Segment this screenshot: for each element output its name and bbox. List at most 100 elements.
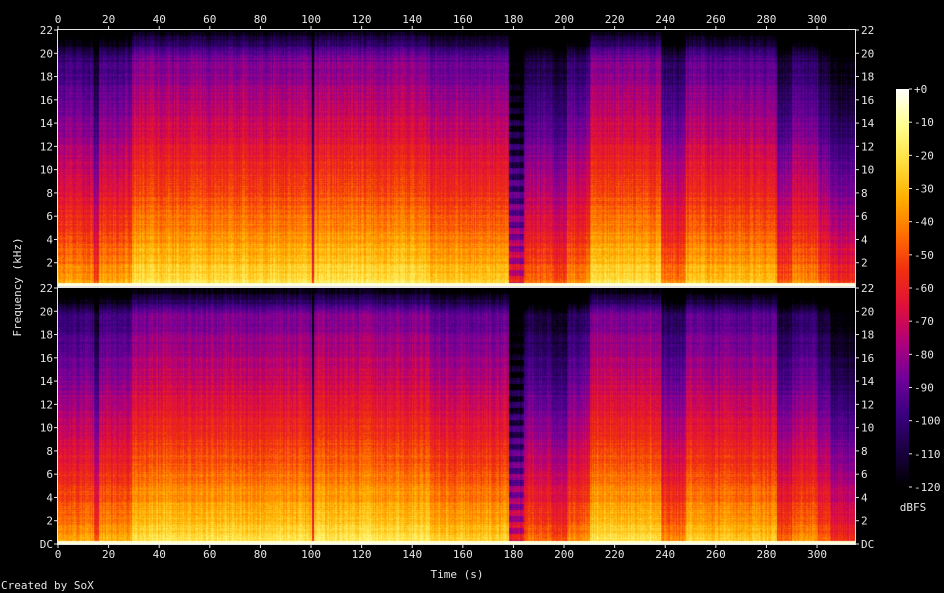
- y-tick-label-right: 10: [861, 164, 874, 177]
- axes: [57, 29, 856, 545]
- y-tick-label-left: 4: [46, 233, 53, 246]
- x-tick-label-bottom: 160: [453, 548, 473, 561]
- plot-frame-2: [57, 287, 856, 545]
- x-tick-label-bottom: 180: [503, 548, 523, 561]
- x-tick-label-bottom: 40: [153, 548, 166, 561]
- y-tick-label-left: 12: [40, 398, 53, 411]
- x-tick-label-bottom: 300: [807, 548, 827, 561]
- y-tick-label-left: 4: [46, 491, 53, 504]
- y-tick-label-right: 12: [861, 140, 874, 153]
- y-tick-label-right: 6: [861, 210, 868, 223]
- x-tick-label-bottom: 280: [757, 548, 777, 561]
- x-tick-label-bottom: 260: [706, 548, 726, 561]
- y-tick-label-left: 18: [40, 329, 53, 342]
- y-tick-label-right: 20: [861, 47, 874, 60]
- x-tick-label-top: 160: [453, 13, 473, 26]
- x-tick-label-top: 80: [254, 13, 267, 26]
- colorbar-tick-label: +0: [914, 83, 927, 96]
- y-tick-label-left: 14: [40, 117, 54, 130]
- plot-frame-1: [57, 29, 856, 287]
- y-tick-label-right: 14: [861, 375, 875, 388]
- y-tick-label-right: 14: [861, 117, 875, 130]
- y-tick-label-left: 20: [40, 305, 53, 318]
- x-ticks-top: 0 20 40 60 80 100 120 140 160 180 200 220 240 260 280 3…: [55, 13, 827, 30]
- colorbar-tick-label: -110: [914, 448, 941, 461]
- colorbar-tick-label: -60: [914, 282, 934, 295]
- colorbar-ticks: +0 -10 -20 -30 -40 -50 -60 -70 -80 -90 -100 -110 -12…: [909, 83, 941, 494]
- x-tick-label-bottom: 80: [254, 548, 267, 561]
- colorbar-tick-label: -10: [914, 116, 934, 129]
- x-tick-label-top: 60: [203, 13, 216, 26]
- y-tick-label-left: 14: [40, 375, 54, 388]
- y-tick-label-right: 22: [861, 24, 874, 37]
- y-tick-label-right: 12: [861, 398, 874, 411]
- y-tick-label-left: 22: [40, 24, 53, 37]
- x-tick-label-top: 300: [807, 13, 827, 26]
- x-tick-label-top: 20: [102, 13, 115, 26]
- y-tick-label-right: DC: [861, 538, 874, 551]
- x-tick-label-bottom: 100: [301, 548, 321, 561]
- y-tick-label-left: 6: [46, 468, 53, 481]
- y-tick-label-right: 6: [861, 468, 868, 481]
- y-tick-label-right: 20: [861, 305, 874, 318]
- y-tick-label-left: 10: [40, 422, 53, 435]
- y-tick-label-left: 16: [40, 94, 53, 107]
- x-tick-label-top: 280: [757, 13, 777, 26]
- y-tick-label-left: 16: [40, 352, 53, 365]
- x-tick-label-bottom: 240: [655, 548, 675, 561]
- y-tick-label-right: 8: [861, 445, 868, 458]
- x-tick-label-top: 260: [706, 13, 726, 26]
- colorbar-tick-label: -20: [914, 149, 934, 162]
- y-tick-label-left: 6: [46, 210, 53, 223]
- y-tick-label-right: 2: [861, 257, 868, 270]
- colorbar: [896, 89, 909, 487]
- spectrogram-channel-1: [58, 30, 855, 286]
- y-tick-label-right: 22: [861, 282, 874, 295]
- y-ticks-left: 2 4 6 8 10 12 14 16 18 20 22 DC 2 4 6 8 10 12 14 16 18 20 22: [40, 24, 58, 551]
- colorbar-tick-label: -120: [914, 481, 941, 494]
- x-tick-label-bottom: 120: [352, 548, 372, 561]
- x-tick-label-top: 200: [554, 13, 574, 26]
- y-tick-label-left: 8: [46, 187, 53, 200]
- y-tick-label-right: 16: [861, 94, 874, 107]
- y-tick-label-right: 10: [861, 422, 874, 435]
- y-tick-label-left: 20: [40, 47, 53, 60]
- x-tick-label-bottom: 60: [203, 548, 216, 561]
- y-tick-label-left: 2: [46, 515, 53, 528]
- y-tick-label-left: DC: [40, 538, 53, 551]
- colorbar-tick-label: -80: [914, 348, 934, 361]
- colorbar-label: dBFS: [900, 501, 927, 514]
- y-tick-label-left: 2: [46, 257, 53, 270]
- x-tick-label-top: 180: [503, 13, 523, 26]
- x-ticks-bottom: 0 20 40 60 80 100 120 140 160 180 200 220 240 260 280 3…: [55, 544, 827, 561]
- colorbar-tick-label: -90: [914, 382, 934, 395]
- x-tick-label-bottom: 200: [554, 548, 574, 561]
- x-tick-label-top: 100: [301, 13, 321, 26]
- x-tick-label-bottom: 20: [102, 548, 115, 561]
- footer-credit: Created by SoX: [1, 579, 94, 592]
- y-axis-label: Frequency (kHz): [11, 237, 24, 336]
- y-tick-label-right: 4: [861, 233, 868, 246]
- x-tick-label-top: 140: [402, 13, 422, 26]
- y-tick-label-right: 4: [861, 491, 868, 504]
- x-tick-label-bottom: 220: [605, 548, 625, 561]
- colorbar-tick-label: -70: [914, 315, 934, 328]
- y-tick-label-left: 12: [40, 140, 53, 153]
- y-tick-label-left: 22: [40, 282, 53, 295]
- y-ticks-right: 2 4 6 8 10 12 14 16 18 20 22 DC 2 4 6 8 10 12 14 16 18 20 22: [855, 24, 875, 551]
- colorbar-tick-label: -50: [914, 249, 934, 262]
- y-tick-label-left: 10: [40, 164, 53, 177]
- y-tick-label-right: 8: [861, 187, 868, 200]
- colorbar-tick-label: -30: [914, 183, 934, 196]
- colorbar-tick-label: -100: [914, 415, 941, 428]
- colorbar-tick-label: -40: [914, 216, 934, 229]
- y-tick-label-right: 18: [861, 71, 874, 84]
- x-tick-label-top: 240: [655, 13, 675, 26]
- spectrogram-channel-2: [58, 288, 855, 544]
- x-tick-label-bottom: 0: [55, 548, 62, 561]
- x-tick-label-top: 40: [153, 13, 166, 26]
- x-tick-label-top: 0: [55, 13, 62, 26]
- y-tick-label-right: 2: [861, 515, 868, 528]
- y-tick-label-left: 18: [40, 71, 53, 84]
